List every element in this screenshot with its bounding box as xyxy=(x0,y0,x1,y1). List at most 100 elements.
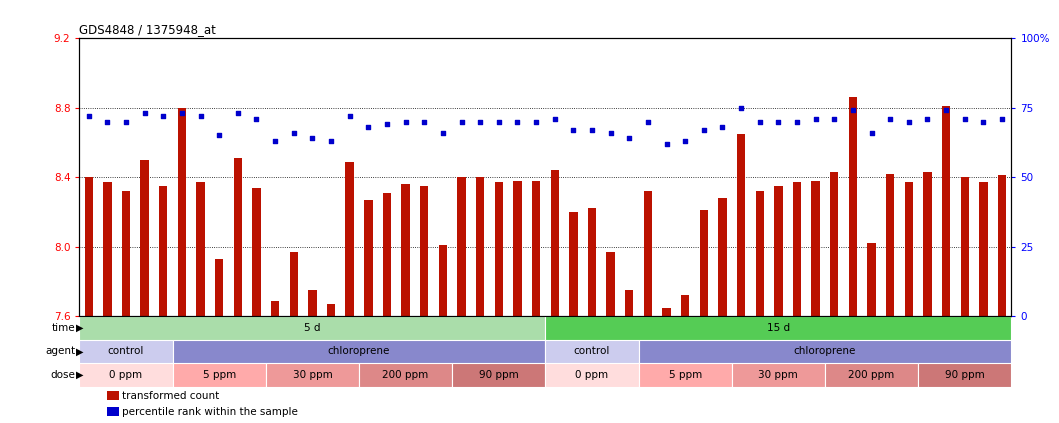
Text: time: time xyxy=(52,323,75,333)
Bar xyxy=(159,186,167,316)
Bar xyxy=(848,97,857,316)
Text: 15 d: 15 d xyxy=(767,323,790,333)
Point xyxy=(658,140,675,147)
Bar xyxy=(639,363,732,387)
Text: ▶: ▶ xyxy=(76,370,84,380)
Point xyxy=(248,115,265,122)
Text: agent: agent xyxy=(46,346,75,357)
Bar xyxy=(420,186,429,316)
Point xyxy=(584,126,600,133)
Text: 30 ppm: 30 ppm xyxy=(292,370,333,380)
Bar xyxy=(196,182,204,316)
Point xyxy=(397,118,414,125)
Bar xyxy=(85,177,93,316)
Bar xyxy=(545,363,639,387)
Point xyxy=(267,137,284,144)
Point xyxy=(714,124,731,130)
Text: ▶: ▶ xyxy=(76,346,84,357)
Point xyxy=(640,118,657,125)
Point xyxy=(192,113,209,119)
Point xyxy=(733,104,750,111)
Point xyxy=(975,118,992,125)
Bar xyxy=(438,245,447,316)
Point xyxy=(341,113,358,119)
Point xyxy=(770,118,787,125)
Text: control: control xyxy=(108,346,144,357)
Text: GDS4848 / 1375948_at: GDS4848 / 1375948_at xyxy=(79,23,216,36)
Bar xyxy=(122,191,130,316)
Point xyxy=(677,137,694,144)
Text: 90 ppm: 90 ppm xyxy=(479,370,519,380)
Bar xyxy=(774,186,783,316)
Point xyxy=(527,118,544,125)
Bar xyxy=(234,158,243,316)
Bar xyxy=(681,295,689,316)
Bar xyxy=(718,198,726,316)
Point xyxy=(174,110,191,117)
Point xyxy=(696,126,713,133)
Bar xyxy=(639,340,1011,363)
Bar xyxy=(737,134,746,316)
Point xyxy=(137,110,154,117)
Point xyxy=(304,135,321,142)
Text: 5 ppm: 5 ppm xyxy=(202,370,236,380)
Text: 90 ppm: 90 ppm xyxy=(945,370,985,380)
Bar xyxy=(755,191,764,316)
Point xyxy=(360,124,377,130)
Point xyxy=(826,115,843,122)
Point xyxy=(900,118,917,125)
Point xyxy=(98,118,115,125)
Bar xyxy=(961,177,969,316)
Text: 0 ppm: 0 ppm xyxy=(575,370,609,380)
Point xyxy=(323,137,340,144)
Point xyxy=(564,126,581,133)
Bar xyxy=(79,316,545,340)
Text: dose: dose xyxy=(51,370,75,380)
Bar xyxy=(607,252,615,316)
Bar xyxy=(532,181,540,316)
Point xyxy=(863,129,880,136)
Bar xyxy=(918,363,1011,387)
Text: 30 ppm: 30 ppm xyxy=(758,370,798,380)
Point xyxy=(882,115,899,122)
Bar xyxy=(452,363,545,387)
Point xyxy=(118,118,134,125)
Bar xyxy=(457,177,466,316)
Bar xyxy=(514,181,522,316)
Bar xyxy=(625,290,633,316)
Bar xyxy=(178,107,186,316)
Point xyxy=(211,132,228,139)
Bar xyxy=(359,363,452,387)
Bar xyxy=(327,304,336,316)
Point xyxy=(844,107,861,114)
Text: transformed count: transformed count xyxy=(122,390,219,401)
Bar xyxy=(345,162,354,316)
Bar xyxy=(308,290,317,316)
Bar xyxy=(923,172,932,316)
Point xyxy=(471,118,488,125)
Point xyxy=(453,118,470,125)
Bar xyxy=(271,301,280,316)
Bar xyxy=(830,172,839,316)
Bar xyxy=(941,106,950,316)
Bar xyxy=(700,210,708,316)
Bar xyxy=(867,243,876,316)
Point xyxy=(155,113,172,119)
Bar xyxy=(662,308,670,316)
Bar xyxy=(793,182,802,316)
Bar xyxy=(998,176,1006,316)
Text: 200 ppm: 200 ppm xyxy=(382,370,429,380)
Point xyxy=(509,118,526,125)
Bar xyxy=(364,200,373,316)
Point xyxy=(490,118,507,125)
Text: 200 ppm: 200 ppm xyxy=(848,370,895,380)
Point xyxy=(807,115,824,122)
Bar xyxy=(79,363,173,387)
Bar xyxy=(545,316,1011,340)
Bar xyxy=(545,340,639,363)
Text: percentile rank within the sample: percentile rank within the sample xyxy=(122,407,299,417)
Point xyxy=(937,107,954,114)
Bar xyxy=(904,182,913,316)
Bar xyxy=(252,188,261,316)
Point xyxy=(434,129,451,136)
